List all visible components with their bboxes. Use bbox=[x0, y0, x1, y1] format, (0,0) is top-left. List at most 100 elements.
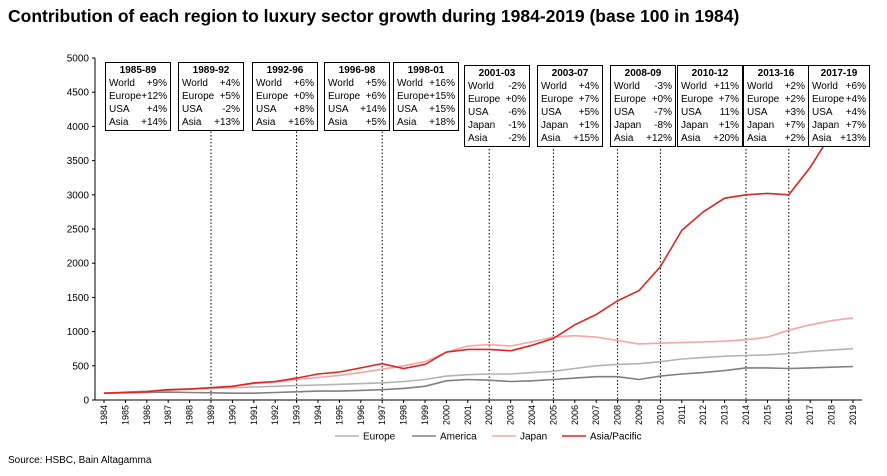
period-row: Europe +5% bbox=[182, 90, 240, 103]
period-row: Japan +1% bbox=[541, 119, 599, 132]
growth-value: +6% bbox=[845, 81, 866, 92]
series-line-asia-pacific bbox=[103, 85, 854, 394]
x-tick-label: 1998 bbox=[399, 405, 409, 425]
growth-value: +5% bbox=[365, 78, 386, 89]
x-tick-label: 2019 bbox=[848, 405, 858, 425]
period-row: USA +3% bbox=[747, 106, 805, 119]
period-annotation-box: 2003-07 World +4% Europe +7% USA +5% Japan +1% As… bbox=[537, 65, 603, 147]
x-tick-label: 2011 bbox=[677, 405, 687, 424]
x-tick-label: 2007 bbox=[591, 405, 601, 425]
x-tick-label: 1984 bbox=[99, 405, 109, 425]
region-label: Europe bbox=[182, 91, 215, 102]
growth-value: +7% bbox=[578, 94, 599, 105]
growth-value: +20% bbox=[713, 133, 739, 144]
y-tick-label: 3500 bbox=[67, 156, 90, 167]
growth-value: +8% bbox=[293, 104, 314, 115]
region-label: USA bbox=[182, 104, 203, 115]
growth-value: +0% bbox=[505, 94, 526, 105]
growth-value: +2% bbox=[784, 133, 805, 144]
y-tick-label: 2500 bbox=[67, 225, 90, 236]
period-title: 2010-12 bbox=[691, 68, 729, 79]
period-annotation-box: 2010-12 World +11% Europe +7% USA 11% Japan +1% A… bbox=[677, 65, 743, 147]
region-label: Japan bbox=[812, 120, 840, 131]
period-annotation-box: 1989-92 World +4% Europe +5% USA -2% Asia +13% bbox=[178, 62, 244, 131]
period-title: 2013-16 bbox=[757, 68, 795, 79]
region-label: World bbox=[681, 81, 707, 92]
region-label: Asia bbox=[614, 133, 634, 144]
period-title: 2003-07 bbox=[551, 68, 589, 79]
growth-value: +2% bbox=[784, 81, 805, 92]
period-title: 2001-03 bbox=[478, 68, 516, 79]
period-row: Japan -8% bbox=[614, 119, 672, 132]
period-row: World +5% bbox=[328, 77, 386, 90]
growth-value: +6% bbox=[365, 91, 386, 102]
region-label: Europe bbox=[812, 94, 845, 105]
period-annotation-box: 1985-89 World +9% Europe +12% USA +4% Asia +14% bbox=[105, 62, 171, 131]
period-title: 1998-01 bbox=[407, 65, 445, 76]
period-title: 1985-89 bbox=[119, 65, 157, 76]
period-row: Europe +12% bbox=[109, 90, 167, 103]
growth-value: +3% bbox=[784, 107, 805, 118]
period-row: USA -7% bbox=[614, 106, 672, 119]
region-label: Asia bbox=[541, 133, 561, 144]
period-row: Asia +15% bbox=[541, 132, 599, 145]
growth-value: +13% bbox=[840, 133, 866, 144]
growth-value: +4% bbox=[845, 107, 866, 118]
growth-value: +16% bbox=[288, 117, 314, 128]
growth-value: -8% bbox=[654, 120, 672, 131]
region-label: Japan bbox=[468, 120, 496, 131]
growth-value: +4% bbox=[578, 81, 599, 92]
period-row: World +2% bbox=[747, 80, 805, 93]
region-label: Europe bbox=[681, 94, 714, 105]
period-title: 2008-09 bbox=[624, 68, 662, 79]
x-tick-label: 2016 bbox=[784, 405, 794, 425]
growth-value: +1% bbox=[718, 120, 739, 131]
growth-value: +5% bbox=[365, 117, 386, 128]
period-row: USA +5% bbox=[541, 106, 599, 119]
period-row: World +11% bbox=[681, 80, 739, 93]
region-label: World bbox=[614, 81, 640, 92]
x-tick-label: 2000 bbox=[441, 405, 451, 425]
x-tick-label: 2008 bbox=[613, 405, 623, 425]
growth-value: +12% bbox=[646, 133, 672, 144]
x-tick-label: 1995 bbox=[334, 405, 344, 425]
y-tick-label: 1000 bbox=[67, 327, 90, 338]
growth-value: -3% bbox=[654, 81, 672, 92]
growth-value: +5% bbox=[219, 91, 240, 102]
y-tick-label: 500 bbox=[72, 361, 89, 372]
growth-value: -2% bbox=[222, 104, 240, 115]
region-label: Europe bbox=[747, 94, 780, 105]
growth-value: -2% bbox=[508, 133, 526, 144]
period-annotation-box: 1992-96 World +6% Europe +0% USA +8% Asia +16% bbox=[252, 62, 318, 131]
growth-value: +14% bbox=[360, 104, 386, 115]
growth-value: +16% bbox=[429, 78, 455, 89]
growth-value: +0% bbox=[651, 94, 672, 105]
growth-value: +18% bbox=[429, 117, 455, 128]
region-label: USA bbox=[256, 104, 277, 115]
period-row: Asia +13% bbox=[812, 132, 866, 145]
growth-value: +0% bbox=[293, 91, 314, 102]
period-row: Asia +2% bbox=[747, 132, 805, 145]
x-tick-label: 1985 bbox=[120, 405, 130, 425]
growth-value: +12% bbox=[141, 91, 168, 102]
x-tick-label: 2004 bbox=[527, 405, 537, 425]
period-row: Japan +7% bbox=[747, 119, 805, 132]
growth-value: +6% bbox=[293, 78, 314, 89]
period-row: Europe +4% bbox=[812, 93, 866, 106]
period-row: World -3% bbox=[614, 80, 672, 93]
series-line-america bbox=[103, 365, 854, 395]
region-label: Japan bbox=[681, 120, 709, 131]
region-label: Asia bbox=[747, 133, 767, 144]
period-annotation-box: 1996-98 World +5% Europe +6% USA +14% Asia +5% bbox=[324, 62, 390, 131]
period-row: Japan +1% bbox=[681, 119, 739, 132]
x-tick-label: 2013 bbox=[720, 405, 730, 425]
period-row: World +6% bbox=[256, 77, 314, 90]
period-row: USA +4% bbox=[109, 103, 167, 116]
period-row: USA 11% bbox=[681, 106, 739, 119]
region-label: World bbox=[256, 78, 282, 89]
region-label: Asia bbox=[681, 133, 701, 144]
growth-value: 11% bbox=[719, 107, 739, 118]
region-label: Asia bbox=[328, 117, 348, 128]
growth-value: -2% bbox=[508, 81, 526, 92]
growth-value: +15% bbox=[429, 104, 455, 115]
